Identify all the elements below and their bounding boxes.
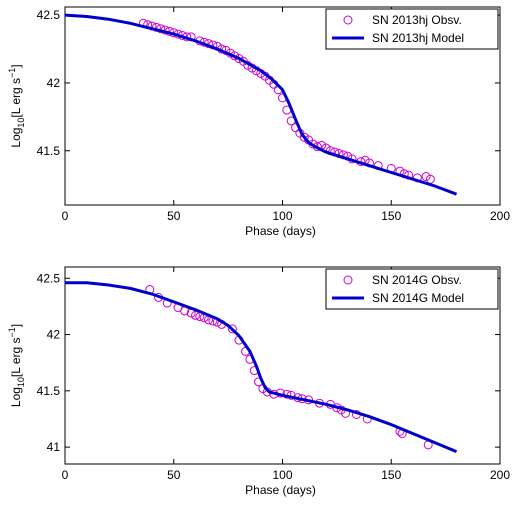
data-point bbox=[299, 132, 309, 142]
legend-box bbox=[325, 268, 499, 310]
x-tick-label: 0 bbox=[62, 468, 69, 482]
x-tick-label: 0 bbox=[62, 209, 69, 223]
x-tick-label: 50 bbox=[167, 468, 181, 482]
legend-box bbox=[325, 8, 499, 50]
y-tick-label: 42.5 bbox=[37, 271, 61, 285]
x-tick-label: 150 bbox=[381, 209, 401, 223]
data-point bbox=[234, 54, 244, 64]
legend-marker-obs bbox=[343, 15, 353, 25]
chart-panel-2: 0 50 100 150 200 41 41.5 42 42.5 Phase (days) Log1… bbox=[7, 266, 510, 497]
y-tick-label: 42 bbox=[47, 328, 61, 342]
legend-marker-obs bbox=[343, 275, 353, 285]
x-tick-label: 150 bbox=[381, 468, 401, 482]
chart-panel-1: 0 50 100 150 200 41.5 42 42.5 Phase (days) Log10[… bbox=[7, 6, 510, 238]
y-tick-label: 42 bbox=[47, 76, 61, 90]
x-axis-label: Phase (days) bbox=[245, 483, 316, 497]
y-tick-label: 41.5 bbox=[37, 384, 61, 398]
legend-label: SN 2013hj Model bbox=[372, 31, 464, 45]
x-axis-label: Phase (days) bbox=[245, 224, 316, 238]
model-line bbox=[64, 13, 458, 196]
x-tick-label: 50 bbox=[167, 209, 181, 223]
y-tick-label: 41.5 bbox=[37, 144, 61, 158]
x-tick-label: 200 bbox=[490, 468, 510, 482]
x-tick-label: 200 bbox=[490, 209, 510, 223]
legend-label: SN 2014G Obsv. bbox=[372, 273, 462, 287]
y-tick-label: 42.5 bbox=[37, 8, 61, 22]
x-tick-label: 100 bbox=[272, 468, 292, 482]
data-point bbox=[227, 324, 237, 334]
model-line bbox=[65, 281, 458, 453]
data-point bbox=[421, 172, 431, 182]
x-tick-label: 100 bbox=[272, 209, 292, 223]
legend-label: SN 2013hj Obsv. bbox=[372, 13, 462, 27]
legend-label: SN 2014G Model bbox=[372, 291, 464, 305]
y-axis-label: Log10[L erg s−1] bbox=[7, 324, 26, 407]
y-tick-label: 41 bbox=[47, 440, 61, 454]
y-axis-label: Log10[L erg s−1] bbox=[7, 64, 26, 147]
